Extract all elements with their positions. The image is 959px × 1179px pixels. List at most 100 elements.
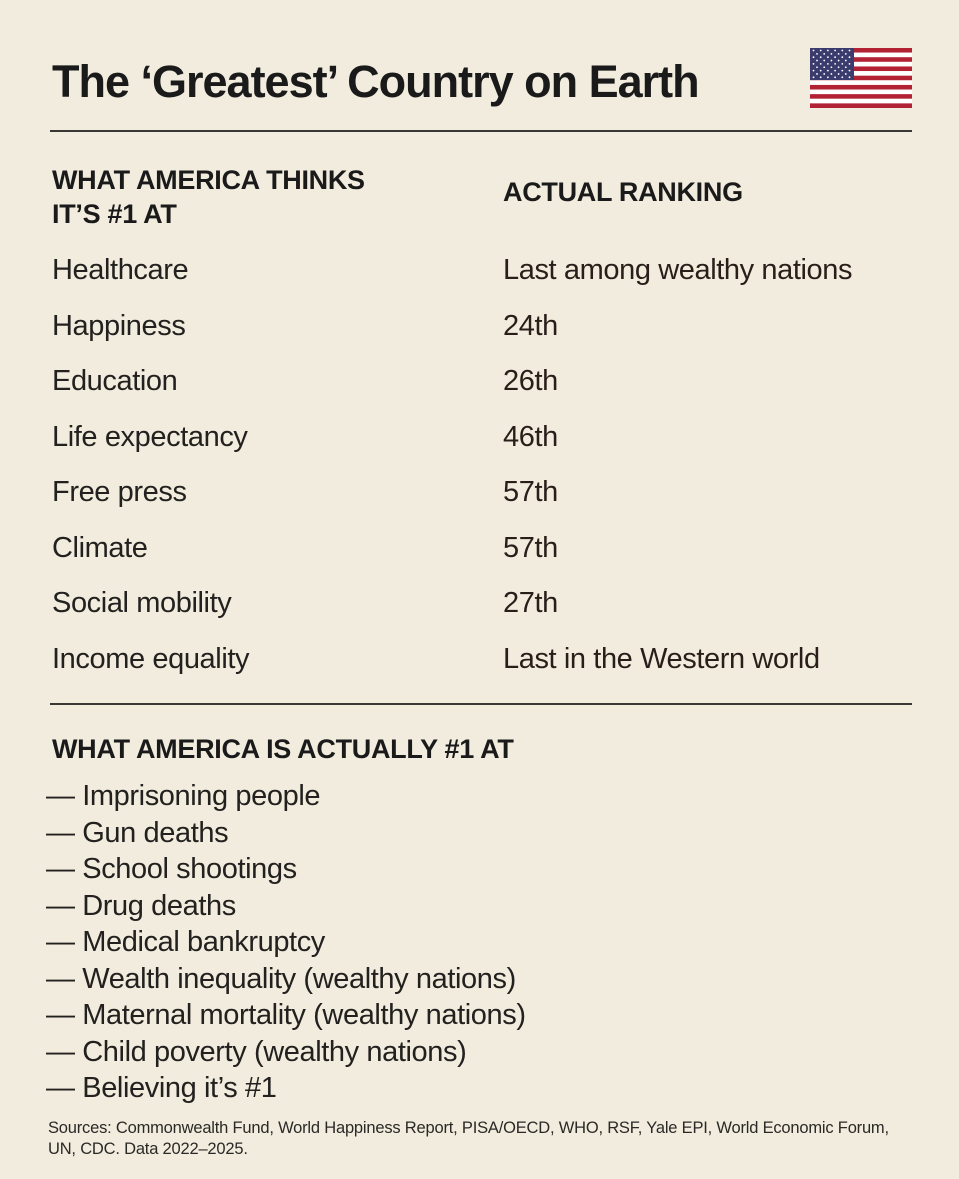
flag-star — [841, 69, 844, 72]
right-column-header: ACTUAL RANKING — [503, 177, 743, 207]
flag-star — [844, 59, 847, 62]
ranking-cell: 46th — [503, 420, 558, 453]
flag-star — [841, 63, 844, 65]
list-item: — Medical bankruptcy — [46, 926, 325, 958]
flag-star — [812, 76, 815, 79]
flag-star — [812, 69, 815, 72]
flag-star — [844, 66, 847, 69]
flag-star — [823, 52, 826, 55]
list-item: — Child poverty (wealthy nations) — [46, 1035, 467, 1068]
table-row: Climate 57th — [52, 522, 932, 578]
flag-star — [816, 59, 818, 62]
flag-stripe — [810, 48, 912, 53]
flag-star — [834, 76, 836, 79]
flag-star — [848, 63, 851, 65]
flag-stripe — [810, 103, 912, 108]
flag-star — [812, 49, 815, 52]
flag-star — [830, 73, 833, 75]
flag-star — [816, 52, 818, 55]
category-cell: Income equality — [52, 642, 250, 675]
flag-star — [837, 52, 840, 55]
flag-star — [827, 56, 829, 59]
flag-star — [819, 69, 822, 72]
table-row: Income equality Last in the Western worl… — [52, 633, 932, 689]
flag-stripe — [810, 61, 912, 67]
ranking-cell: 57th — [503, 531, 558, 564]
flag-star — [830, 52, 833, 55]
flag-star — [834, 69, 836, 72]
category-cell: Healthcare — [52, 254, 189, 286]
category-cell: Social mobility — [52, 587, 232, 619]
flag-star — [827, 49, 829, 52]
category-cell: Free press — [52, 476, 187, 508]
flag-star — [816, 66, 818, 69]
list-item: — Maternal mortality (wealthy nations) — [46, 999, 526, 1031]
flag-star — [844, 52, 847, 55]
flag-stripe — [810, 75, 912, 81]
list-item: — School shootings — [46, 853, 297, 885]
flag-stripe — [810, 80, 912, 85]
flag-star — [812, 63, 815, 65]
ranking-table: Healthcare Last among wealthy nations Ha… — [52, 244, 932, 688]
flag-stripe — [810, 57, 912, 62]
flag-star — [841, 49, 844, 52]
category-cell: Climate — [52, 531, 148, 564]
flag-star — [848, 76, 851, 79]
list-item: — Drug deaths — [46, 889, 236, 922]
flag-stripe — [810, 98, 912, 104]
flag-star — [834, 49, 836, 52]
ranking-cell: 57th — [503, 476, 558, 508]
flag-star — [848, 56, 851, 59]
flag-star — [844, 73, 847, 75]
table-row: Education 26th — [52, 355, 932, 411]
flag-star — [834, 56, 836, 59]
flag-stripe — [810, 52, 912, 58]
flag-star — [841, 56, 844, 59]
actual-section-header: WHAT AMERICA IS ACTUALLY #1 AT — [52, 734, 514, 764]
table-row: Happiness 24th — [52, 300, 932, 356]
middle-divider — [50, 703, 912, 705]
list-item: — Imprisoning people — [46, 780, 321, 812]
page-title: The ‘Greatest’ Country on Earth — [52, 56, 700, 107]
flag-star — [827, 69, 829, 72]
category-cell: Life expectancy — [52, 420, 248, 453]
flag-star — [827, 76, 829, 79]
flag-stripe — [810, 94, 912, 99]
flag-stripe — [810, 84, 912, 90]
flag-star — [819, 49, 822, 52]
flag-star — [812, 56, 815, 59]
list-item: — Believing it’s #1 — [46, 1072, 277, 1104]
flag-stripe — [810, 66, 912, 72]
flag-star — [834, 63, 836, 65]
flag-star — [819, 63, 822, 65]
top-divider — [50, 130, 912, 132]
category-cell: Happiness — [52, 309, 186, 342]
ranking-cell: 26th — [503, 365, 558, 397]
flag-star — [837, 59, 840, 62]
ranking-cell: 27th — [503, 587, 558, 619]
ranking-cell: Last in the Western world — [503, 642, 820, 675]
flag-star — [823, 59, 826, 62]
flag-star — [819, 56, 822, 59]
flag-star — [827, 63, 829, 65]
table-row: Life expectancy 46th — [52, 411, 932, 467]
table-row: Social mobility 27th — [52, 577, 932, 633]
table-row: Free press 57th — [52, 466, 932, 522]
flag-star — [848, 49, 851, 52]
flag-star — [837, 73, 840, 75]
flag-star — [830, 66, 833, 69]
list-item: — Wealth inequality (wealthy nations) — [46, 962, 516, 995]
flag-star — [837, 66, 840, 69]
us-flag-icon — [810, 48, 912, 108]
flag-star — [830, 59, 833, 62]
left-column-header: WHAT AMERICA THINKS IT’S #1 AT — [52, 165, 365, 229]
flag-star — [841, 76, 844, 79]
flag-stripe — [810, 71, 912, 76]
flag-star — [848, 69, 851, 72]
sources-footnote: Sources: Commonwealth Fund, World Happin… — [48, 1119, 889, 1158]
actual-list: — Imprisoning people — Gun deaths — Scho… — [46, 778, 526, 1107]
ranking-cell: Last among wealthy nations — [503, 254, 853, 286]
flag-star — [823, 66, 826, 69]
ranking-cell: 24th — [503, 309, 558, 342]
